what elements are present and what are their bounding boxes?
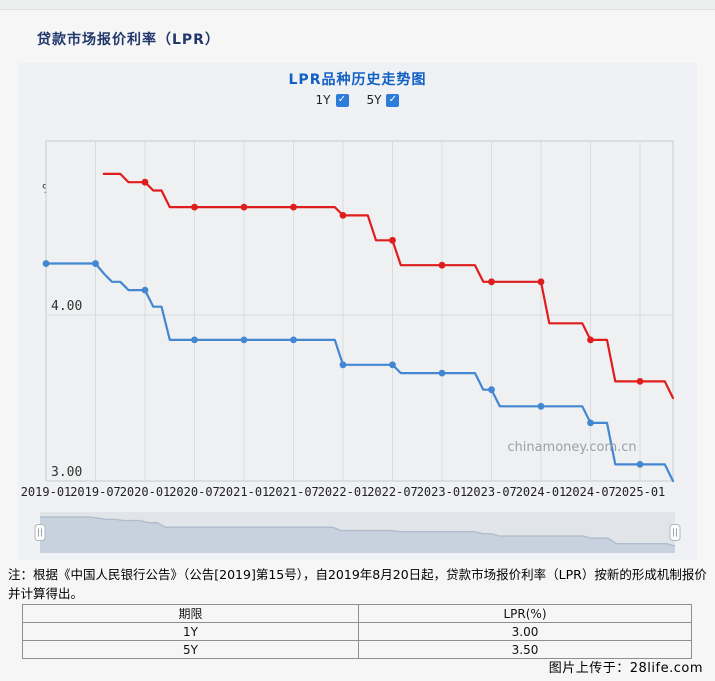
data-point-marker-5y xyxy=(438,261,446,269)
navigator-right-handle[interactable] xyxy=(669,524,681,541)
chart-canvas[interactable]: 4.003.002019-012019-072020-012020-072021… xyxy=(18,63,697,560)
top-strip xyxy=(0,0,715,10)
data-point-marker-5y xyxy=(339,212,347,219)
data-point-marker-1y xyxy=(92,260,99,267)
data-point-marker-5y xyxy=(537,278,545,286)
x-axis-label: 2024-01 xyxy=(516,485,567,499)
data-point-marker-1y xyxy=(290,336,297,344)
navigator-left-handle[interactable] xyxy=(34,524,46,541)
table-header-row: 期限 LPR(%) xyxy=(22,604,692,623)
x-axis-label: 2019-07 xyxy=(70,485,121,499)
chart-title: LPR品种历史走势图 xyxy=(288,72,427,88)
y-axis-label: 4.00 xyxy=(51,299,82,314)
data-point-marker-1y xyxy=(587,419,594,427)
table-row: 5Y 3.50 xyxy=(22,640,692,659)
x-axis-label: 2021-07 xyxy=(268,485,319,499)
x-axis-label: 2022-01 xyxy=(318,485,369,499)
checkbox-5y-label: 5Y xyxy=(366,93,382,107)
data-point-marker-1y xyxy=(537,402,545,410)
table-cell: 5Y xyxy=(22,640,359,659)
table-row: 1Y 3.00 xyxy=(22,622,692,641)
x-axis-label: 2024-07 xyxy=(565,485,616,499)
data-point-marker-5y xyxy=(636,378,644,385)
x-axis-label: 2023-07 xyxy=(466,485,517,499)
data-point-marker-1y xyxy=(438,369,446,377)
table-header-cell: 期限 xyxy=(22,604,359,623)
navigator-line xyxy=(40,516,676,547)
data-point-marker-1y xyxy=(488,386,495,394)
data-point-marker-1y xyxy=(191,336,198,344)
table-cell: 3.00 xyxy=(358,622,692,641)
data-point-marker-5y xyxy=(587,336,594,344)
watermark: chinamoney.com.cn xyxy=(507,440,637,455)
data-point-marker-1y xyxy=(141,286,149,294)
page-title: 贷款市场报价利率（LPR） xyxy=(37,32,220,48)
credit-label: 图片上传于：28life.com xyxy=(548,661,703,676)
x-axis-label: 2021-01 xyxy=(219,485,270,499)
note-text: 注：根据《中国人民银行公告》（公告[2019]第15号），自2019年8月20日… xyxy=(8,567,707,601)
data-point-marker-5y xyxy=(240,203,248,211)
data-point-marker-1y xyxy=(636,461,644,468)
checkbox-5y[interactable]: ✓ xyxy=(386,93,400,107)
plot-background xyxy=(45,140,674,482)
series-5y-line xyxy=(102,172,675,400)
series-toggle-row: 1Y ✓ 5Y ✓ xyxy=(18,93,697,107)
data-point-marker-5y xyxy=(389,236,396,244)
x-axis-label: 2023-01 xyxy=(417,485,468,499)
x-axis-label: 2020-01 xyxy=(120,485,171,499)
x-axis-label: 2019-01 xyxy=(21,485,72,499)
x-axis-label: 2025-01 xyxy=(615,485,666,499)
data-point-marker-5y xyxy=(141,178,149,186)
table-header-cell: LPR(%) xyxy=(358,604,692,623)
table-cell: 1Y xyxy=(22,622,359,641)
x-axis-label: 2020-07 xyxy=(169,485,220,499)
table-cell: 3.50 xyxy=(358,640,692,659)
lpr-summary-table: 期限 LPR(%) 1Y 3.00 5Y 3.50 xyxy=(22,604,692,659)
checkbox-1y-label: 1Y xyxy=(315,93,331,107)
data-point-marker-1y xyxy=(339,361,347,369)
data-point-marker-1y xyxy=(42,260,50,267)
navigator-area xyxy=(40,517,675,553)
data-point-marker-1y xyxy=(240,336,248,344)
checkbox-1y[interactable]: ✓ xyxy=(335,93,349,107)
data-point-marker-5y xyxy=(488,278,495,286)
chart-panel: LPR品种历史走势图 1Y ✓ 5Y ✓ % 1Y 3.00 5Y 3.50 2… xyxy=(18,63,697,560)
data-point-marker-5y xyxy=(290,203,297,211)
data-point-marker-1y xyxy=(389,361,396,369)
data-point-marker-5y xyxy=(191,203,198,211)
series-1y-line xyxy=(44,262,675,483)
x-axis-label: 2022-07 xyxy=(367,485,418,499)
y-axis-label: 3.00 xyxy=(51,465,82,480)
